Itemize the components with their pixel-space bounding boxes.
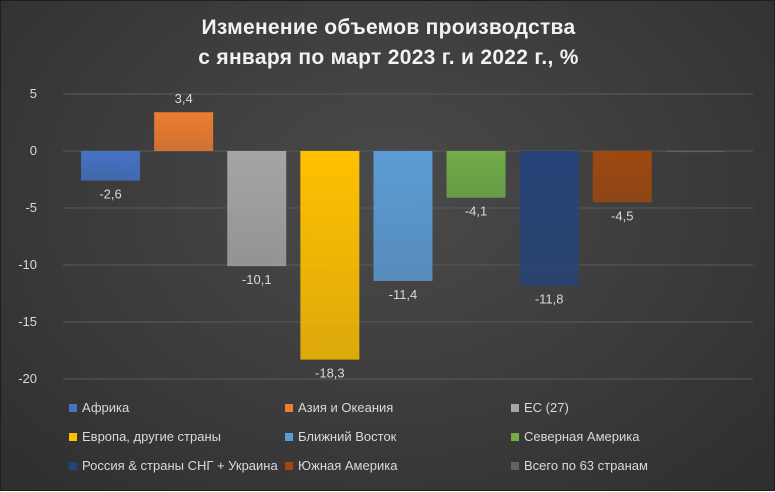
chart-title: Изменение объемов производства с января … [1, 13, 775, 73]
legend-item: Южная Америка [285, 455, 511, 476]
legend-swatch [285, 461, 293, 470]
bar-5 [373, 151, 433, 281]
y-tick-label: -15 [18, 314, 37, 329]
data-label: -2,6 [99, 187, 121, 202]
y-tick-label: 5 [30, 86, 37, 101]
data-label: -4,5 [611, 208, 633, 223]
data-label: -11,4 [389, 287, 418, 302]
y-tick-label: -20 [18, 371, 37, 386]
y-tick-label: 0 [30, 143, 37, 158]
bar-6 [446, 151, 506, 198]
legend-item: Европа, другие страны [69, 426, 285, 447]
data-label: -18,3 [315, 366, 345, 381]
legend-item: Россия & страны СНГ + Украина [69, 455, 285, 476]
legend-label: ЕС (27) [524, 400, 569, 415]
legend-swatch [69, 403, 77, 412]
data-label: 3,4 [175, 91, 193, 106]
legend-label: Северная Америка [524, 429, 640, 444]
legend-item: Северная Америка [511, 426, 749, 447]
bar-8 [592, 151, 652, 203]
y-tick-label: -10 [18, 257, 37, 272]
data-label: -4,1 [465, 204, 487, 219]
legend-swatch [285, 403, 293, 412]
data-label: -11,8 [535, 292, 564, 307]
bar-3 [227, 151, 287, 267]
legend: Африка Азия и Океания ЕС (27) Европа, други… [69, 397, 749, 476]
bar-7 [519, 151, 579, 286]
legend-swatch [511, 432, 519, 441]
legend-swatch [69, 432, 77, 441]
legend-label: Африка [82, 400, 130, 415]
legend-label: Южная Америка [298, 458, 398, 473]
legend-label: Всего по 63 странам [524, 458, 648, 473]
legend-swatch [511, 461, 519, 470]
legend-label: Европа, другие страны [82, 429, 221, 444]
legend-item: Азия и Океания [285, 397, 511, 418]
chart-title-line-1: Изменение объемов производства [201, 16, 576, 39]
legend-item: Ближний Восток [285, 426, 511, 447]
bar-9 [665, 151, 725, 153]
legend-label: Ближний Восток [298, 429, 397, 444]
chart-title-line-2: с января по март 2023 г. и 2022 г., % [198, 46, 579, 69]
bar-4 [300, 151, 360, 360]
legend-swatch [285, 432, 293, 441]
legend-label: Азия и Океания [298, 400, 394, 415]
legend-label: Россия & страны СНГ + Украина [82, 458, 278, 473]
bar-2 [154, 112, 214, 151]
legend-swatch [69, 461, 77, 470]
legend-item: ЕС (27) [511, 397, 749, 418]
y-tick-label: -5 [25, 200, 37, 215]
data-label: -10,1 [242, 272, 272, 287]
legend-swatch [511, 403, 519, 412]
legend-item: Африка [69, 397, 285, 418]
bar-1 [81, 151, 141, 181]
legend-item: Всего по 63 странам [511, 455, 749, 476]
